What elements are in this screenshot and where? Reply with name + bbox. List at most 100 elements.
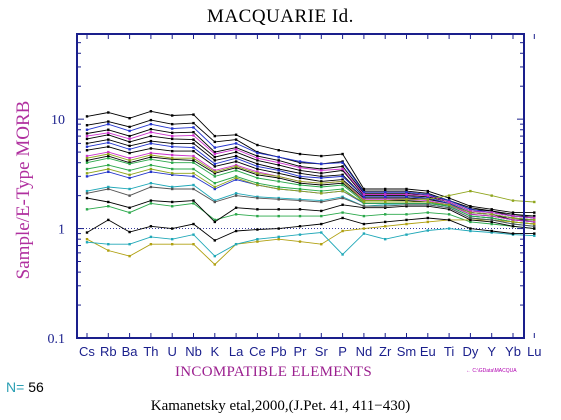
data-point (320, 189, 323, 193)
data-point (533, 232, 536, 235)
data-point (149, 127, 153, 131)
data-point (149, 130, 153, 134)
data-point (213, 200, 216, 204)
data-point (469, 213, 472, 216)
data-point (213, 155, 216, 159)
data-point (384, 203, 387, 206)
data-point (384, 237, 387, 241)
data-point (384, 213, 387, 216)
data-point (447, 213, 451, 216)
data-point (85, 167, 89, 171)
series-line (86, 219, 535, 266)
data-point (341, 195, 344, 199)
data-point (149, 170, 153, 174)
data-point (192, 121, 195, 125)
data-point (362, 200, 366, 204)
data-point (256, 183, 259, 187)
data-point (149, 185, 153, 189)
data-point (298, 233, 302, 236)
data-point (107, 163, 110, 167)
data-point (256, 154, 259, 158)
data-point (511, 211, 515, 214)
data-point (362, 232, 366, 235)
data-point (234, 148, 238, 151)
data-point (533, 200, 536, 204)
data-point (320, 199, 323, 202)
x-tick-label: Rb (100, 344, 117, 359)
data-point (362, 187, 366, 191)
data-point (320, 169, 323, 172)
data-point (298, 198, 302, 201)
x-tick-label: Nb (185, 344, 202, 359)
data-point (192, 202, 195, 205)
x-tick-label: Ce (249, 344, 266, 359)
data-point (405, 200, 408, 204)
data-point (234, 192, 238, 195)
data-point (341, 169, 344, 172)
data-point (384, 193, 387, 196)
data-point (533, 220, 536, 224)
data-point (447, 206, 451, 209)
data-point (149, 199, 153, 202)
data-point (277, 208, 280, 211)
data-point (85, 161, 89, 164)
data-point (320, 167, 323, 171)
data-point (341, 165, 344, 168)
data-point (234, 194, 238, 197)
data-point (85, 241, 89, 244)
data-point (490, 218, 493, 222)
data-point (128, 187, 131, 191)
data-point (171, 142, 174, 145)
data-point (107, 185, 110, 189)
data-point (192, 172, 195, 175)
data-point (469, 229, 472, 233)
data-point (192, 159, 195, 162)
data-point (85, 196, 89, 200)
data-point (490, 209, 493, 213)
data-point (298, 189, 302, 193)
data-point (298, 176, 302, 180)
x-tick-label: Dy (462, 344, 478, 359)
data-point (447, 194, 451, 197)
data-point (149, 242, 153, 246)
data-point (320, 209, 323, 213)
data-point (384, 199, 387, 202)
data-point (213, 134, 216, 138)
x-tick-label: Pr (294, 344, 308, 359)
data-point (405, 195, 408, 199)
data-point (192, 138, 195, 141)
plot-frame (76, 33, 525, 339)
data-point (469, 189, 472, 193)
data-point (149, 139, 153, 143)
data-point (426, 196, 429, 200)
data-point (256, 228, 259, 231)
x-tick-label: P (338, 344, 347, 359)
data-point (469, 208, 472, 211)
data-point (192, 222, 195, 226)
data-point (192, 154, 195, 158)
data-point (171, 156, 174, 160)
data-point (362, 206, 366, 209)
data-point (107, 120, 110, 123)
data-point (85, 154, 89, 158)
data-point (171, 185, 174, 189)
data-point (213, 170, 216, 174)
data-point (447, 203, 451, 206)
data-point (192, 199, 195, 202)
data-point (405, 190, 408, 194)
data-point (320, 200, 323, 204)
data-point (192, 187, 195, 191)
data-point (213, 239, 216, 242)
x-tick-label: Sr (315, 344, 329, 359)
data-point (277, 172, 280, 175)
data-point (171, 145, 174, 148)
data-point (192, 156, 195, 160)
data-point (107, 152, 110, 156)
x-tick-label: Ti (444, 344, 454, 359)
data-point (85, 137, 89, 141)
data-point (192, 167, 195, 171)
x-tick-label: Th (143, 344, 158, 359)
data-point (171, 237, 174, 241)
data-point (362, 205, 366, 208)
data-point (298, 214, 302, 218)
